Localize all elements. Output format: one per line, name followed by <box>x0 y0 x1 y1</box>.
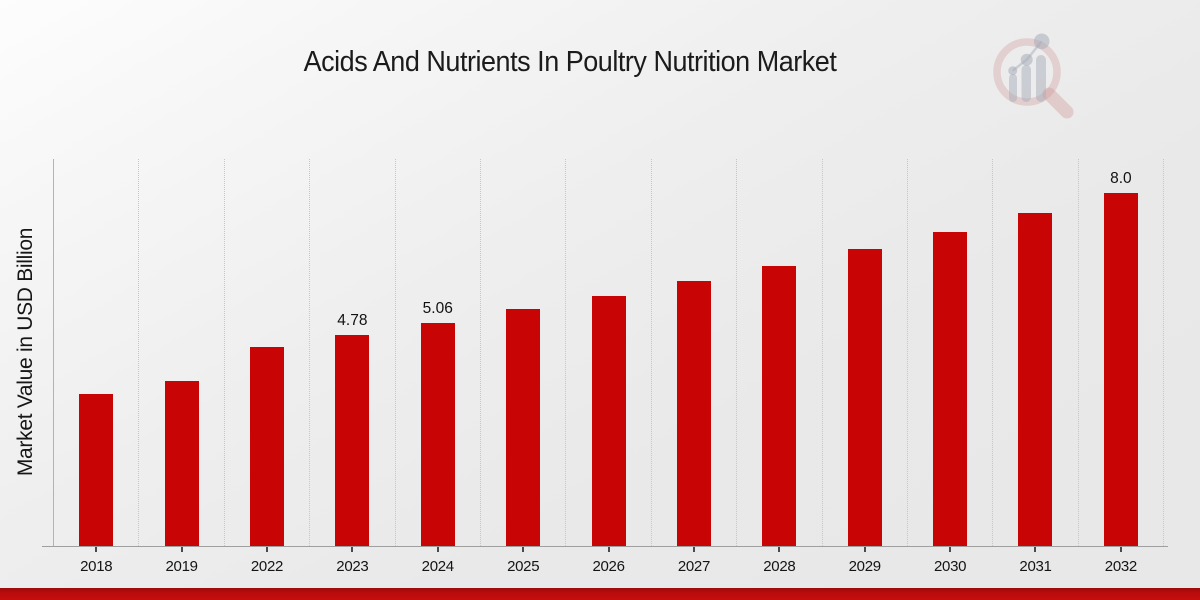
bar-2018 <box>79 394 114 546</box>
bar-2019 <box>164 381 199 546</box>
x-axis-tick <box>351 546 354 552</box>
plot-area: 2018 2019 2022 4.78 2023 5.06 2024 2025 2026 2027… <box>53 159 1165 575</box>
x-axis-tick <box>436 546 439 552</box>
bar-2022 <box>249 347 284 546</box>
x-tick-label-2027: 2027 <box>677 558 711 575</box>
chart-column-2027: 2027 <box>652 159 738 575</box>
x-tick-label-2026: 2026 <box>592 558 625 575</box>
x-axis-tick <box>692 546 695 552</box>
x-axis-tick <box>1034 546 1037 552</box>
x-tick-label-2022: 2022 <box>250 558 284 575</box>
x-axis-tick <box>607 546 610 552</box>
x-axis-tick <box>778 546 781 552</box>
bar-2031 <box>1018 213 1053 546</box>
market-research-future-logo-icon <box>993 33 1074 119</box>
chart-column-2018: 2018 <box>54 159 140 575</box>
x-tick-label-2030: 2030 <box>934 558 967 575</box>
y-axis-label: Market Value in USD Billion <box>14 227 37 477</box>
bar-2024 <box>420 323 455 546</box>
chart-column-2030: 2030 <box>908 159 994 575</box>
x-tick-label-2029: 2029 <box>848 558 881 575</box>
bar-value-label-2032: 8.0 <box>1110 170 1132 187</box>
x-axis-line <box>42 546 1168 547</box>
bar-2029 <box>847 249 882 546</box>
x-axis-tick <box>522 546 525 552</box>
chart-column-2022: 2022 <box>225 159 311 575</box>
bar-2028 <box>762 266 797 546</box>
x-axis-tick <box>949 546 952 552</box>
x-tick-label-2031: 2031 <box>1019 558 1052 575</box>
bar-2032 <box>1103 193 1138 546</box>
chart-column-2019: 2019 <box>139 159 225 575</box>
x-axis-tick <box>180 546 183 552</box>
x-tick-label-2018: 2018 <box>80 558 113 575</box>
bar-2030 <box>933 232 968 546</box>
chart-column-2031: 2031 <box>993 159 1079 575</box>
chart-column-2028: 2028 <box>737 159 823 575</box>
footer-accent-band <box>0 588 1200 600</box>
bar-value-label-2024: 5.06 <box>422 300 453 317</box>
x-tick-label-2019: 2019 <box>165 558 198 575</box>
x-axis-tick <box>265 546 268 552</box>
chart-column-2023: 4.78 2023 <box>310 159 396 575</box>
bar-value-label-2023: 4.78 <box>337 312 368 329</box>
bar-2023 <box>335 335 370 546</box>
x-tick-label-2032: 2032 <box>1104 558 1137 575</box>
bar-2027 <box>676 281 711 546</box>
chart-column-2032: 8.0 2032 <box>1079 159 1165 575</box>
x-tick-label-2023: 2023 <box>336 558 369 575</box>
x-tick-label-2028: 2028 <box>763 558 796 575</box>
chart-title: Acids And Nutrients In Poultry Nutrition… <box>303 46 837 78</box>
x-axis-tick <box>863 546 866 552</box>
chart-column-2025: 2025 <box>481 159 567 575</box>
x-axis-tick <box>95 546 98 552</box>
chart-column-2026: 2026 <box>566 159 652 575</box>
chart-column-2024: 5.06 2024 <box>396 159 481 575</box>
x-axis-tick <box>1119 546 1122 552</box>
bar-2026 <box>591 296 626 546</box>
x-tick-label-2025: 2025 <box>507 558 540 575</box>
x-tick-label-2024: 2024 <box>421 558 454 575</box>
bar-2025 <box>506 309 541 546</box>
chart-column-2029: 2029 <box>823 159 908 575</box>
